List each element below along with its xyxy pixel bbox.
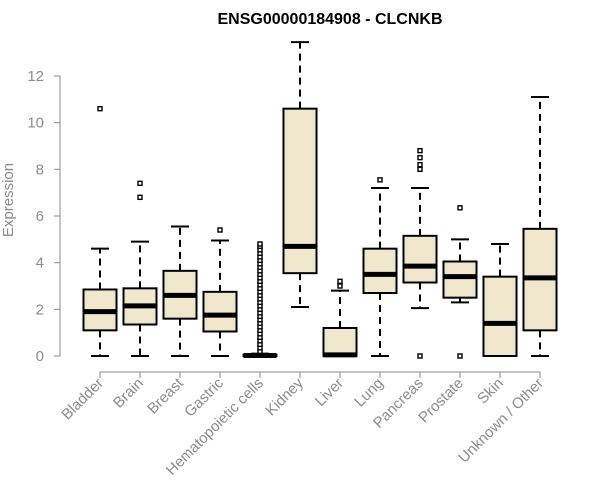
outlier-point xyxy=(417,161,423,168)
outlier-point xyxy=(257,241,263,247)
outlier-point xyxy=(137,180,143,187)
box-prostate xyxy=(442,205,478,359)
x-tick-label: Kidney xyxy=(262,374,307,419)
y-tick-label: 6 xyxy=(36,208,44,225)
y-tick-label: 10 xyxy=(27,115,44,132)
outlier-point xyxy=(457,353,463,359)
x-tick-label: Lung xyxy=(351,375,387,411)
box-bladder xyxy=(82,105,118,357)
box-rect xyxy=(402,234,438,284)
box-rect xyxy=(362,247,398,295)
y-tick-label: 8 xyxy=(36,161,44,178)
outlier-point xyxy=(137,194,143,201)
box-rect xyxy=(202,290,238,333)
y-tick-label: 0 xyxy=(36,348,44,365)
y-axis: 0 2 4 6 8 10 12 xyxy=(27,68,61,365)
outlier-point xyxy=(337,283,343,289)
outlier-point xyxy=(417,353,423,359)
box-rect xyxy=(482,275,518,357)
outlier-point xyxy=(457,205,463,211)
outlier-point xyxy=(417,166,423,173)
box-pancreas xyxy=(402,147,438,359)
x-tick-label: Liver xyxy=(312,375,347,410)
box-skin xyxy=(482,243,518,357)
y-tick-label: 4 xyxy=(36,255,44,272)
y-tick-label: 2 xyxy=(36,301,44,318)
outlier-point xyxy=(337,278,343,285)
x-tick-label: Breast xyxy=(144,374,187,417)
box-hematopoietic-cells xyxy=(242,241,278,359)
outlier-point xyxy=(377,177,383,183)
y-axis-label: Expression xyxy=(0,163,17,237)
box-gastric xyxy=(202,227,238,357)
outlier-point xyxy=(417,147,423,154)
box-unknown-other xyxy=(522,96,558,357)
outlier-point xyxy=(217,227,223,233)
outlier-point xyxy=(417,154,423,161)
outlier-point xyxy=(97,105,103,112)
x-tick-label: Skin xyxy=(474,375,507,408)
x-tick-label: Prostate xyxy=(415,375,467,427)
box-lung xyxy=(362,177,398,357)
box-breast xyxy=(162,225,198,357)
chart-title: ENSG00000184908 - CLCNKB xyxy=(218,11,443,28)
box-rect xyxy=(442,260,478,299)
x-tick-label: Bladder xyxy=(58,375,107,424)
box-liver xyxy=(322,278,358,358)
box-kidney xyxy=(282,41,318,308)
y-tick-label: 12 xyxy=(27,68,44,85)
box-rect xyxy=(322,327,358,357)
box-plots xyxy=(82,41,558,359)
box-brain xyxy=(122,180,158,357)
x-tick-label: Brain xyxy=(110,375,147,412)
